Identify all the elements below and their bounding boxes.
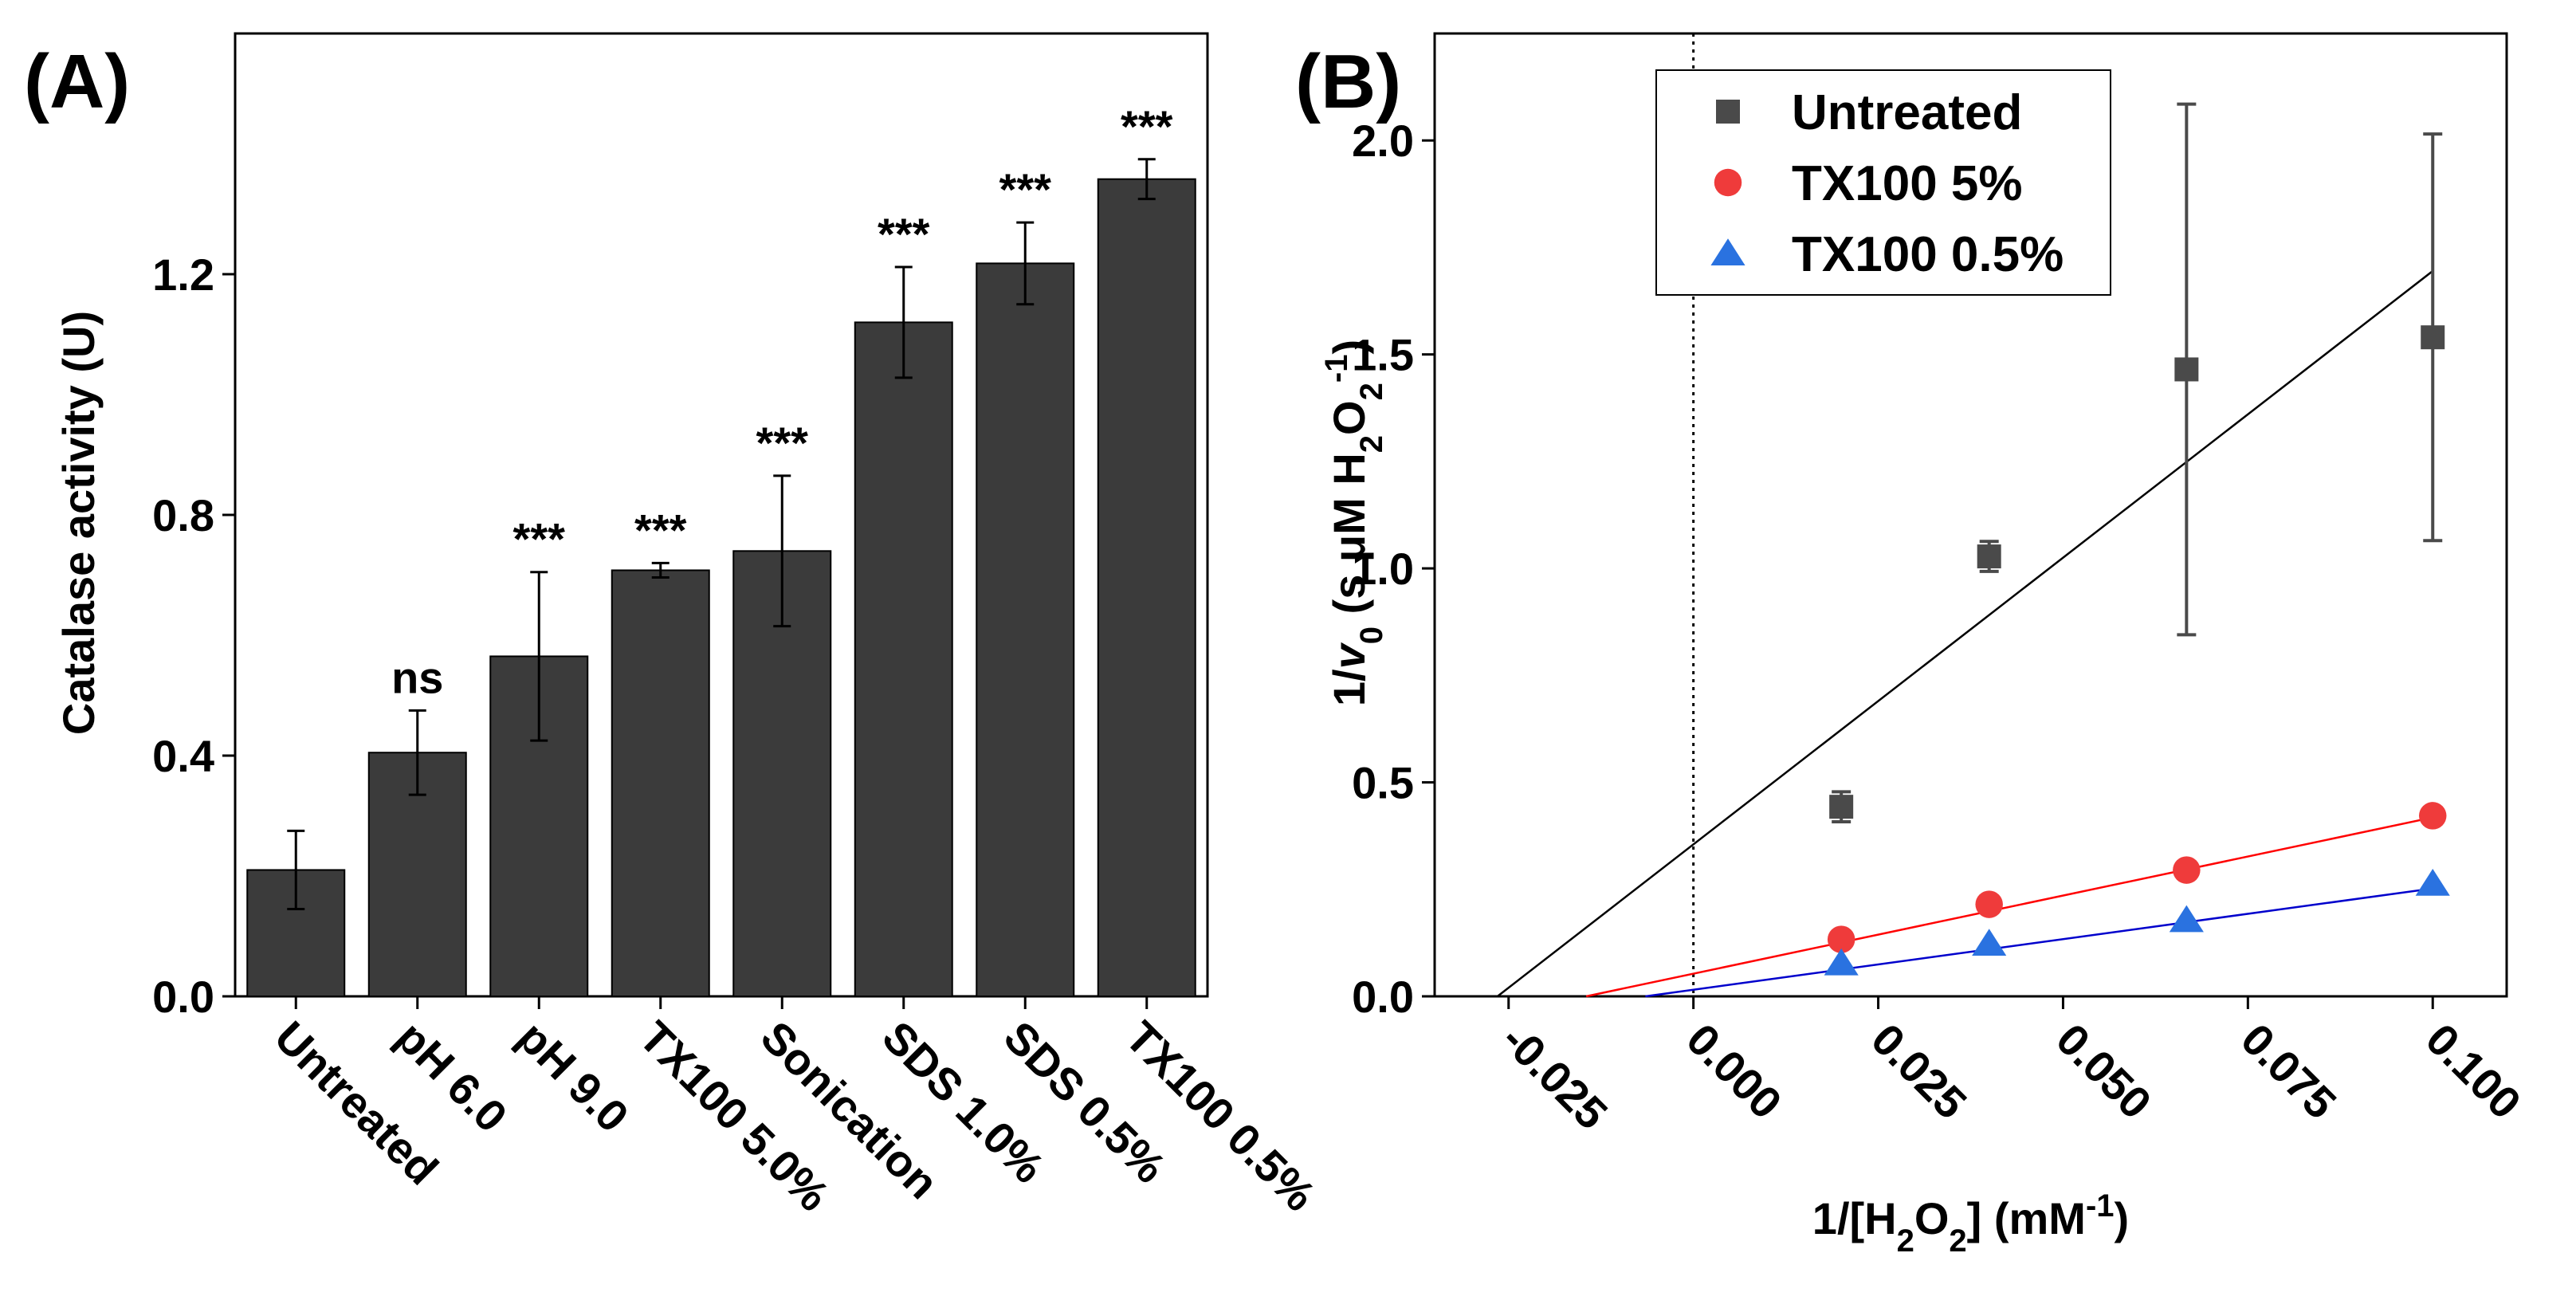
significance-label: *** <box>1121 101 1173 151</box>
panel-a-label: (A) <box>24 39 130 124</box>
y-tick-label: 1.5 <box>1352 330 1414 380</box>
y-axis-title: 1/v0 (s μM H2O2-1) <box>1319 340 1389 706</box>
data-point-triangle <box>1824 948 1859 976</box>
significance-label: *** <box>878 209 930 259</box>
x-tick-label: -0.025 <box>1492 1014 1617 1139</box>
y-tick-label: 1.2 <box>152 249 214 300</box>
data-point-square <box>1977 544 2001 569</box>
y-tick-label: 0.5 <box>1352 758 1414 808</box>
y-tick-label: 1.0 <box>1352 544 1414 594</box>
bar <box>611 569 710 997</box>
data-point-circle <box>2418 802 2447 830</box>
data-point-circle <box>1827 925 1855 953</box>
x-tick-label: 0.000 <box>1677 1014 1792 1129</box>
legend-entry-label: TX100 0.5% <box>1792 227 2064 282</box>
data-point-triangle <box>1710 238 1745 265</box>
data-point-triangle <box>2169 905 2204 933</box>
data-point-square <box>1716 100 1740 124</box>
x-tick-label: TX100 0.5% <box>1116 1011 1325 1220</box>
x-tick-label: 0.075 <box>2232 1014 2346 1129</box>
data-point-triangle <box>1972 929 2007 956</box>
x-axis-title: 1/[H2O2] (mM-1) <box>1812 1188 2129 1259</box>
significance-label: *** <box>634 505 687 555</box>
fit-line <box>1585 816 2433 998</box>
data-point-square <box>2174 357 2199 382</box>
legend-entry-label: TX100 5% <box>1792 156 2023 211</box>
fit-line <box>1497 269 2434 997</box>
bar <box>1097 178 1196 998</box>
y-tick-label: 2.0 <box>1352 116 1414 166</box>
fit-line <box>1645 887 2433 998</box>
lineweaver-burk-panel: 0.0 0.5 1.0 1.5 2.0 -0.025 0.000 0.025 0.050 0.07… <box>1319 32 2531 1259</box>
panel-b-label: (B) <box>1295 39 1401 124</box>
x-tick-label: 0.100 <box>2417 1014 2531 1129</box>
x-tick-label: 0.050 <box>2047 1014 2162 1129</box>
data-point-circle <box>1714 168 1742 197</box>
data-point-circle <box>1975 890 2003 918</box>
data-point-circle <box>2173 856 2201 884</box>
data-point-triangle <box>2415 869 2450 896</box>
x-tick-label: 0.025 <box>1862 1014 1977 1129</box>
significance-label: *** <box>756 418 809 468</box>
significance-label: *** <box>513 514 566 564</box>
y-tick-label: 0.4 <box>152 731 214 781</box>
plot-frame <box>1433 32 2508 998</box>
significance-label: ns <box>391 652 443 702</box>
y-tick-label: 0.0 <box>152 972 214 1022</box>
bar <box>854 321 953 997</box>
significance-label: *** <box>999 164 1052 214</box>
data-point-square <box>2421 325 2445 350</box>
bar <box>976 262 1075 998</box>
legend: Untreated TX100 5% TX100 0.5% <box>1655 69 2111 296</box>
y-tick-label: 0.0 <box>1352 972 1414 1022</box>
legend-entry-label: Untreated <box>1792 85 2022 140</box>
y-tick-label: 0.8 <box>152 490 214 540</box>
x-tick-label: pH 9.0 <box>509 1011 638 1141</box>
y-axis-title: Catalase activity (U) <box>53 311 104 735</box>
data-point-square <box>1829 795 1854 819</box>
